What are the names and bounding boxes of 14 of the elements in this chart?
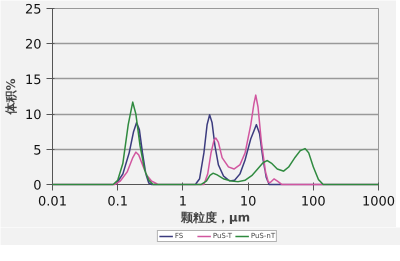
x-axis-title: 颗粒度，μm — [180, 210, 250, 224]
x-tick-label: 0.1 — [107, 194, 128, 210]
y-tick-label: 10 — [24, 108, 42, 124]
y-axis-title: 体积% — [4, 78, 18, 116]
x-tick-label: 1 — [178, 194, 188, 210]
y-tick-label: 15 — [24, 72, 42, 88]
y-tick-label: 20 — [24, 38, 42, 53]
x-tick-label: 10 — [240, 194, 256, 210]
x-tick-label: 100 — [300, 194, 326, 210]
y-tick-label: 0 — [33, 178, 42, 194]
x-tick-label: 0.01 — [38, 194, 67, 210]
x-tick-label: 1000 — [362, 194, 396, 210]
y-tick-label: 25 — [24, 2, 42, 18]
y-tick-label: 5 — [33, 143, 42, 158]
